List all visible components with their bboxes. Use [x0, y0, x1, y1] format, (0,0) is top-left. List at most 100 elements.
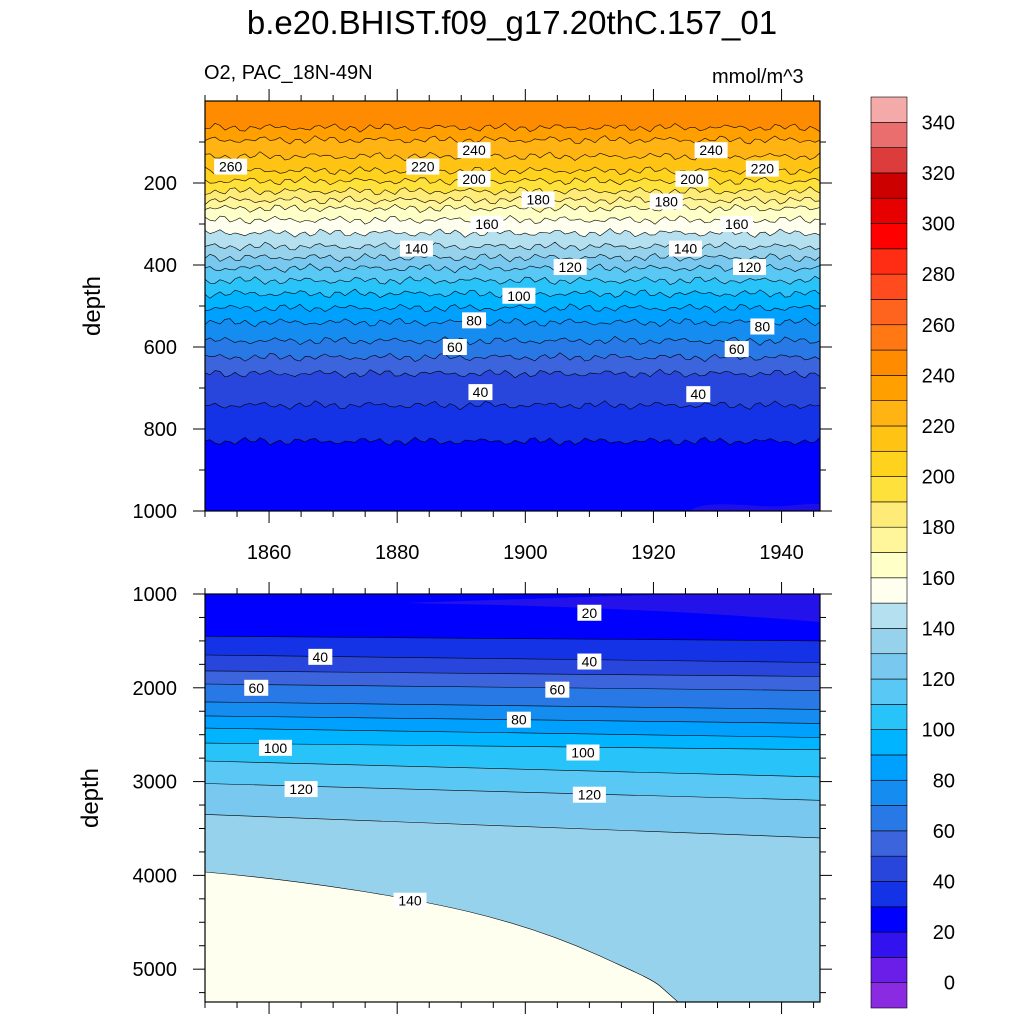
colorbar: 0 20 40 60 80 100 120 140 160 180 200 220 240 260 280 3…: [870, 96, 955, 1009]
lower-contour-50: [205, 670, 820, 677]
upper-xtick-label: 1860: [247, 542, 292, 564]
upper-contour-30: [205, 436, 820, 446]
lower-contour-label-text: 100: [571, 745, 595, 761]
upper-xtick-label: 1900: [503, 542, 548, 564]
colorbar-box: [870, 957, 908, 983]
colorbar-tick-label: 160: [922, 568, 955, 590]
colorbar-box: [870, 248, 908, 275]
colorbar-tick-label: 200: [922, 467, 955, 489]
upper-contour-label: 140: [399, 240, 433, 257]
lower-contour-label-text: 140: [398, 893, 422, 909]
upper-ytick-label: 800: [144, 419, 177, 441]
upper-band-30: [205, 437, 820, 511]
colorbar-box: [870, 526, 908, 553]
upper-contour-80: [205, 317, 820, 328]
upper-contour-label: 140: [668, 240, 702, 257]
lower-ytick-label: 2000: [133, 678, 178, 700]
colorbar-box: [870, 172, 908, 199]
colorbar-tick-label: 240: [922, 365, 955, 387]
upper-contour-label-text: 40: [473, 384, 489, 400]
lower-contour-label-text: 100: [264, 740, 288, 756]
upper-contour-label: 200: [457, 170, 491, 187]
upper-contour-label-text: 60: [447, 339, 463, 355]
upper-contour-label: 160: [470, 216, 504, 232]
lower-ytick-label: 5000: [133, 959, 178, 981]
upper-contour-label-text: 120: [558, 259, 582, 275]
colorbar-box: [870, 628, 908, 655]
colorbar-box: [870, 197, 908, 224]
colorbar-box: [870, 577, 908, 604]
colorbar-box: [870, 830, 908, 857]
upper-contour-label: 40: [686, 386, 711, 403]
colorbar-box: [870, 881, 908, 908]
lower-ylabel: depth: [77, 768, 104, 828]
upper-contour-label: 260: [214, 158, 248, 175]
lower-contour-label: 80: [506, 711, 531, 728]
upper-contour-210: [205, 165, 820, 176]
upper-contour-200: [205, 176, 820, 186]
upper-contour-label: 240: [694, 142, 728, 159]
lower-contour-label: 40: [577, 653, 602, 670]
colorbar-box: [870, 805, 908, 832]
upper-contour-150: [205, 228, 820, 238]
upper-contour-label: 80: [750, 318, 775, 335]
colorbar-tick-label: 60: [933, 821, 955, 843]
colorbar-tick-label: 340: [922, 112, 955, 134]
chart-subtitle-variable: O2, PAC_18N-49N: [204, 62, 373, 84]
upper-contour-label: 240: [457, 142, 491, 159]
upper-xtick-label: 1940: [759, 542, 804, 564]
colorbar-tick-label: 0: [944, 973, 955, 995]
upper-contour-label-text: 80: [466, 312, 482, 328]
colorbar-tick-label: 180: [922, 517, 955, 539]
upper-contour-140: [205, 241, 820, 252]
colorbar-box: [870, 982, 908, 1009]
colorbar-box: [870, 678, 908, 705]
lower-contour-label-text: 60: [550, 682, 566, 698]
lower-contour-label-text: 20: [582, 605, 598, 621]
lower-contour-label-text: 40: [582, 654, 598, 670]
upper-contour-label-text: 40: [690, 386, 706, 402]
lower-depth-panel: 20 40 40 60 60 80 100 100 120 120 140 1000 2000 3000 4…: [77, 582, 832, 1014]
upper-ytick-label: 400: [144, 255, 177, 277]
upper-contour-label-text: 200: [462, 171, 486, 187]
colorbar-box: [870, 602, 908, 629]
upper-contour-label-text: 160: [475, 216, 499, 232]
upper-contour-190: [205, 186, 820, 197]
upper-contour-label-text: 120: [738, 259, 762, 275]
colorbar-box: [870, 122, 908, 148]
upper-contour-label-text: 160: [725, 216, 749, 232]
upper-contour-label-text: 220: [751, 161, 775, 177]
colorbar-box: [870, 273, 908, 300]
colorbar-tick-label: 80: [933, 770, 955, 792]
upper-contour-60: [205, 352, 820, 362]
upper-ytick-label: 600: [144, 337, 177, 359]
upper-contour-label: 60: [442, 339, 467, 355]
lower-contour-label-text: 80: [511, 712, 527, 728]
lower-contour-label: 60: [244, 679, 269, 696]
upper-contour-230: [205, 135, 820, 145]
colorbar-box: [870, 855, 908, 882]
colorbar-box: [870, 754, 908, 781]
lower-contour-80: [205, 715, 820, 724]
lower-contour-label-text: 40: [313, 649, 329, 665]
colorbar-tick-label: 260: [922, 315, 955, 337]
colorbar-tick-label: 280: [922, 264, 955, 286]
upper-ytick-label: 200: [144, 173, 177, 195]
colorbar-box: [870, 349, 908, 376]
colorbar-box: [870, 324, 908, 351]
lower-ytick-label: 1000: [133, 584, 178, 606]
upper-contour-label-text: 240: [699, 142, 723, 158]
lower-contour-label: 120: [284, 781, 318, 798]
upper-contour-label-text: 60: [729, 341, 745, 357]
upper-contour-label: 60: [724, 341, 749, 358]
upper-contour-label-text: 80: [755, 319, 771, 335]
colorbar-box: [870, 96, 908, 123]
colorbar-tick-label: 300: [922, 214, 955, 236]
upper-contour-label: 180: [649, 193, 683, 210]
upper-contour-label-text: 180: [526, 191, 550, 207]
lower-contour-label: 40: [308, 648, 333, 665]
upper-contour-label: 120: [553, 259, 587, 276]
upper-contour-label-text: 140: [674, 241, 698, 257]
